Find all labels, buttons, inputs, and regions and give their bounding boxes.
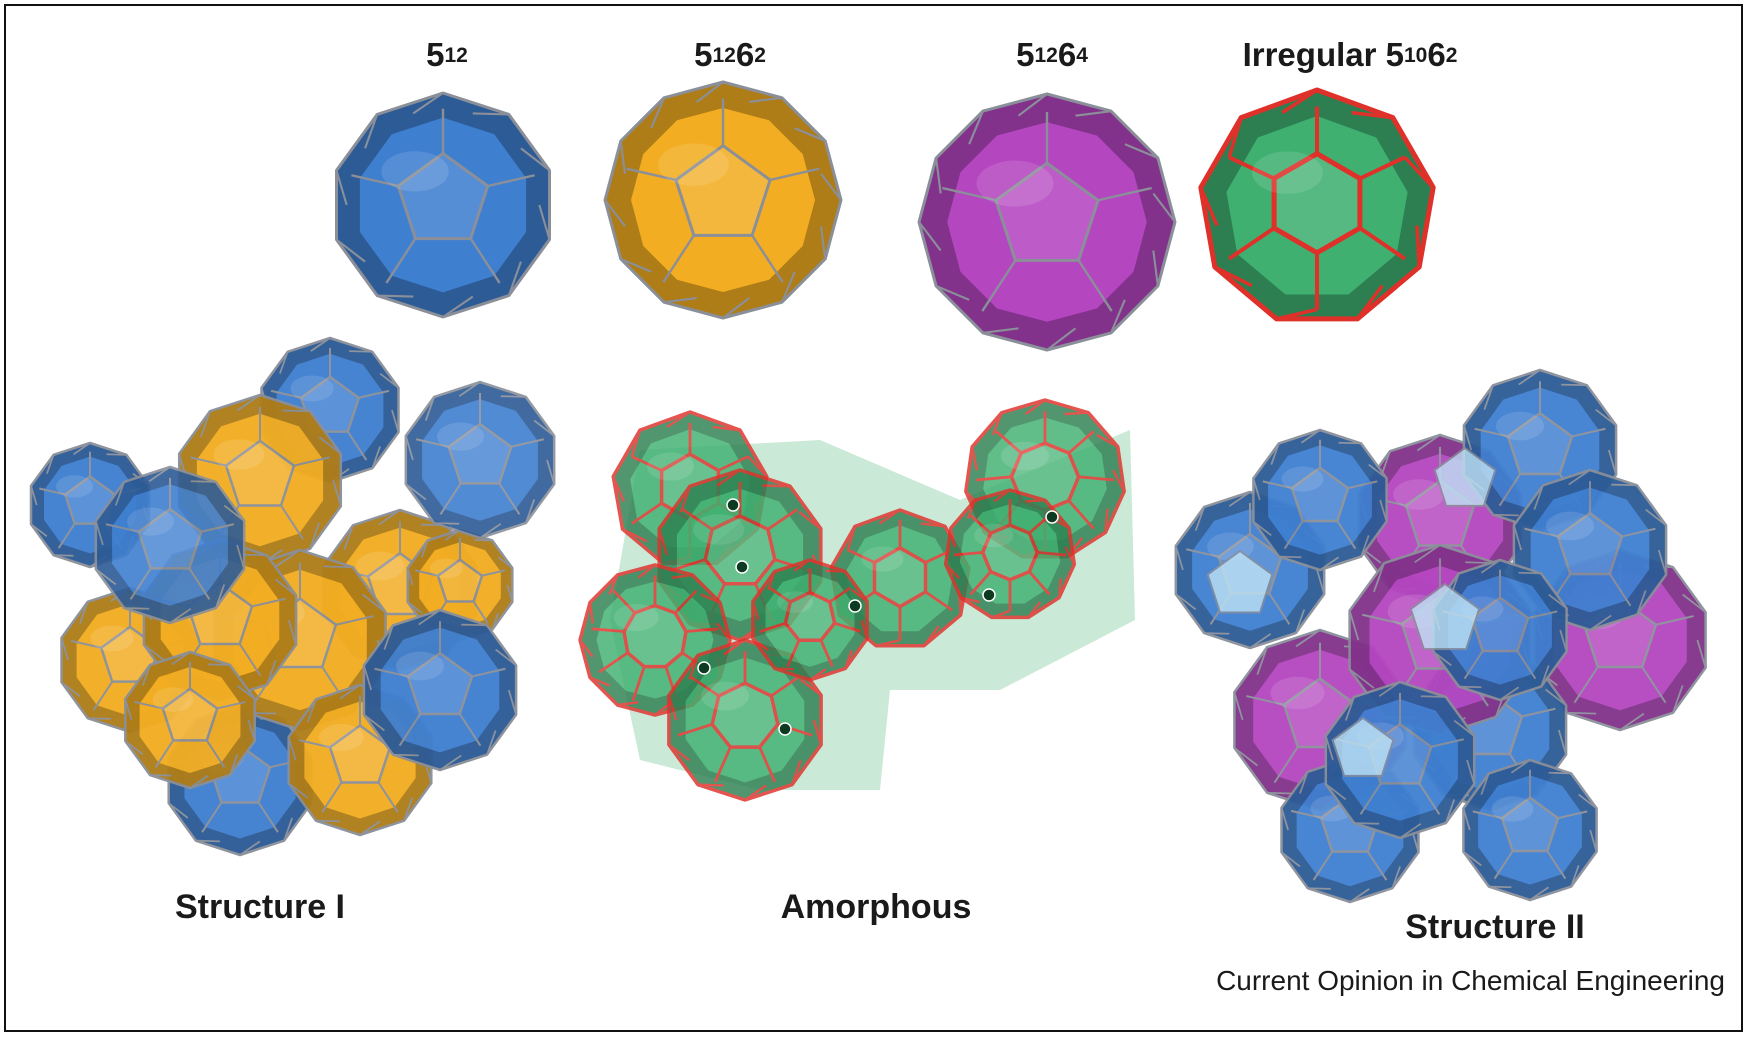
cage-irregular-51062 — [1198, 87, 1436, 322]
amorphous-cluster — [578, 398, 1135, 802]
cage-51264 — [917, 92, 1177, 352]
cage-label-51264: 51264 — [1016, 36, 1088, 73]
cage-label-512: 512 — [426, 36, 468, 73]
journal-credit: Current Opinion in Chemical Engineering — [1216, 965, 1725, 996]
cage-51262 — [603, 80, 843, 320]
individual-cages — [335, 80, 1436, 352]
structure-i-cluster — [29, 336, 556, 857]
amorphous-label: Amorphous — [780, 888, 972, 926]
structure-ii-label: Structure II — [1405, 908, 1585, 946]
cage-512 — [335, 91, 551, 319]
structure-ii-cluster — [1174, 368, 1707, 904]
figure-frame — [4, 4, 1743, 1032]
structure-i-label: Structure I — [174, 888, 346, 926]
cage-label-51262: 51262 — [694, 36, 766, 73]
cage-label-irregular-51062: Irregular 51062 — [1242, 36, 1458, 73]
